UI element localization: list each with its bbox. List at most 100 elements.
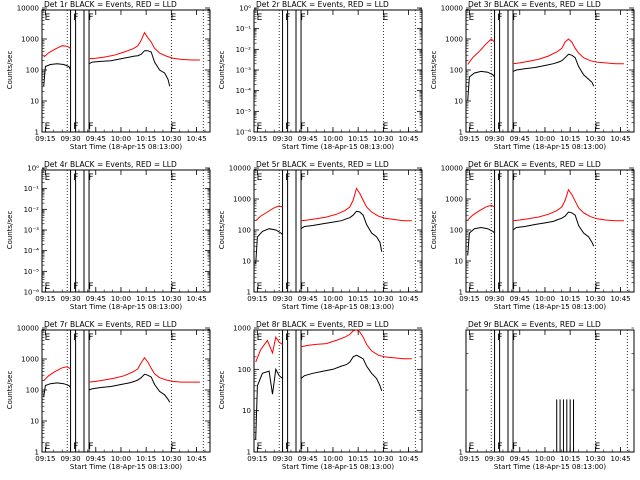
panel-det-4: Det 4r BLACK = Events, RED = LLD Counts/s… <box>6 160 211 311</box>
series-events <box>467 226 495 256</box>
series-events <box>88 373 171 403</box>
series-events <box>300 210 383 252</box>
y-tick-label: 100 <box>26 67 39 75</box>
marker-e-bottom: E <box>595 122 601 132</box>
x-tick-label: 10:00 <box>111 135 131 143</box>
y-tick-label: 10000 <box>17 5 39 13</box>
marker-f-top: F <box>300 13 305 23</box>
marker-e-top: E <box>45 173 51 183</box>
x-tick-label: 10:45 <box>610 455 630 463</box>
y-axis-label: Counts/sec <box>6 371 14 410</box>
x-tick-label: 10:45 <box>186 455 206 463</box>
series-lld <box>88 31 200 61</box>
x-tick-label: 09:30 <box>60 135 80 143</box>
marker-e-top: E <box>469 13 475 23</box>
panel-det-5: Det 5r BLACK = Events, RED = LLD Counts/s… <box>218 160 423 311</box>
marker-f-bottom: F <box>300 282 305 292</box>
marker-f-top: F <box>285 173 290 183</box>
marker-f-bottom: F <box>88 442 93 452</box>
marker-e-top: E <box>595 173 601 183</box>
marker-f-bottom: F <box>285 122 290 132</box>
marker-e-top: E <box>257 13 263 23</box>
y-tick-label: 1 <box>459 289 463 297</box>
marker-e-bottom: E <box>469 282 475 292</box>
x-tick-label: 09:15 <box>247 455 267 463</box>
y-tick-label: 10⁻³ <box>236 67 252 75</box>
panel-det-2: Det 2r BLACK = Events, RED = LLD Counts/s… <box>218 0 423 151</box>
series-lld <box>512 38 624 65</box>
x-tick-label: 09:30 <box>484 135 504 143</box>
x-tick-label: 10:15 <box>348 135 368 143</box>
marker-f-bottom: F <box>497 442 502 452</box>
panel-title: Det 6r BLACK = Events, RED = LLD <box>468 160 601 169</box>
marker-f-bottom: F <box>285 282 290 292</box>
marker-e-top: E <box>257 333 263 343</box>
x-tick-label: 09:45 <box>298 295 318 303</box>
marker-e-top: E <box>383 173 389 183</box>
marker-f-bottom: F <box>73 442 78 452</box>
y-axis-label: Counts/sec <box>430 51 438 90</box>
marker-f-bottom: F <box>300 442 305 452</box>
series-events <box>512 53 595 87</box>
x-tick-label: 10:00 <box>323 455 343 463</box>
y-tick-label: 10 <box>30 98 39 106</box>
series-events <box>512 211 595 247</box>
series-events <box>88 50 171 87</box>
marker-e-bottom: E <box>469 442 475 452</box>
marker-e-top: E <box>45 13 51 23</box>
x-tick-label: 10:30 <box>373 295 393 303</box>
y-tick-label: 10⁻¹ <box>24 185 40 193</box>
y-axis-label: Counts/sec <box>218 211 226 250</box>
x-axis-label: Start Time (18-Apr-15 08:13:00) <box>70 303 182 311</box>
y-tick-label: 1000 <box>21 36 39 44</box>
x-tick-label: 09:30 <box>60 295 80 303</box>
marker-e-top: E <box>171 173 177 183</box>
x-tick-label: 10:30 <box>585 135 605 143</box>
marker-f-bottom: F <box>497 282 502 292</box>
y-tick-label: 10 <box>454 98 463 106</box>
y-tick-label: 10⁰ <box>27 165 39 173</box>
y-axis-label: Counts/sec <box>430 211 438 250</box>
x-tick-label: 09:45 <box>86 135 106 143</box>
marker-e-bottom: E <box>257 442 263 452</box>
y-tick-label: 10⁻¹ <box>236 25 252 33</box>
series-lld <box>43 366 71 382</box>
series-lld <box>255 205 283 222</box>
panel-title: Det 7r BLACK = Events, RED = LLD <box>44 320 177 329</box>
y-tick-label: 10000 <box>441 165 463 173</box>
marker-e-top: E <box>383 13 389 23</box>
marker-e-bottom: E <box>45 282 51 292</box>
plot-frame <box>465 169 635 293</box>
marker-e-bottom: E <box>469 122 475 132</box>
x-axis-label: Start Time (18-Apr-15 08:13:00) <box>282 303 394 311</box>
x-tick-label: 09:45 <box>510 455 530 463</box>
y-axis-label: Counts/sec <box>6 211 14 250</box>
x-tick-label: 10:15 <box>348 295 368 303</box>
series-lld <box>255 335 283 363</box>
y-tick-label: 100 <box>238 227 251 235</box>
x-tick-label: 09:45 <box>298 455 318 463</box>
x-axis-label: Start Time (18-Apr-15 08:13:00) <box>494 303 606 311</box>
x-tick-label: 09:15 <box>459 455 479 463</box>
y-tick-label: 10000 <box>17 325 39 333</box>
y-tick-label: 10 <box>30 418 39 426</box>
panel-title: Det 5r BLACK = Events, RED = LLD <box>256 160 389 169</box>
x-tick-label: 09:45 <box>86 295 106 303</box>
y-tick-label: 10⁻⁴ <box>24 247 40 255</box>
y-tick-label: 1000 <box>233 196 251 204</box>
marker-e-top: E <box>595 333 601 343</box>
y-tick-label: 10⁰ <box>239 5 251 13</box>
series-lld <box>512 188 624 222</box>
marker-f-bottom: F <box>88 282 93 292</box>
panel-det-6: Det 6r BLACK = Events, RED = LLD Counts/s… <box>430 160 635 311</box>
x-tick-label: 10:00 <box>323 135 343 143</box>
y-tick-label: 10 <box>454 258 463 266</box>
marker-f-top: F <box>88 13 93 23</box>
x-axis-label: Start Time (18-Apr-15 08:13:00) <box>70 143 182 151</box>
x-axis-label: Start Time (18-Apr-15 08:13:00) <box>282 463 394 471</box>
marker-f-top: F <box>512 333 517 343</box>
marker-f-top: F <box>512 13 517 23</box>
marker-e-bottom: E <box>45 122 51 132</box>
y-axis-label: Counts/sec <box>218 51 226 90</box>
x-tick-label: 10:15 <box>560 455 580 463</box>
